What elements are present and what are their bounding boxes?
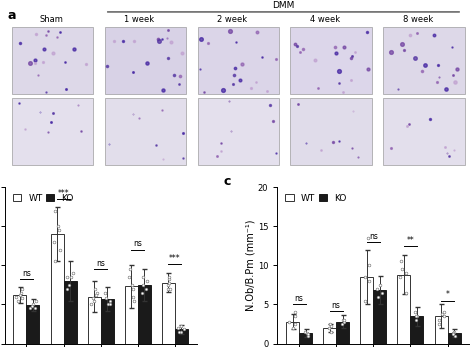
Text: ***: *** [169,254,181,263]
Bar [299,333,312,344]
Text: ns: ns [369,232,378,241]
Bar [64,281,77,344]
Bar [105,27,186,94]
Text: 4 week: 4 week [310,15,340,24]
Bar [323,328,336,344]
Bar [175,329,188,344]
Bar [198,27,279,94]
Bar [12,98,93,165]
Bar [435,316,447,344]
Bar [291,98,372,165]
Bar [360,277,374,344]
Bar [198,98,279,165]
Legend: WT, KO: WT, KO [282,190,350,206]
Text: 8 week: 8 week [403,15,433,24]
Bar [100,299,114,344]
Bar [138,285,151,344]
Bar [410,316,423,344]
Text: ns: ns [133,239,142,248]
Text: ***: *** [58,189,69,198]
Bar [447,333,461,344]
Bar [291,27,372,94]
Bar [383,98,465,165]
Bar [27,305,39,344]
Y-axis label: N.Ob/B.Pm (mm⁻¹): N.Ob/B.Pm (mm⁻¹) [245,220,255,311]
Text: Sham: Sham [39,15,63,24]
Text: **: ** [407,236,414,245]
Text: c: c [224,175,231,188]
Text: 2 week: 2 week [217,15,247,24]
Bar [336,322,349,344]
Legend: WT, KO: WT, KO [9,190,77,206]
Text: ns: ns [22,269,31,278]
Bar [12,27,93,94]
Text: ns: ns [332,301,341,310]
Text: *: * [446,290,449,299]
Bar [286,322,299,344]
Bar [105,98,186,165]
Bar [374,290,386,344]
Bar [397,275,410,344]
Bar [125,286,138,344]
Bar [88,297,100,344]
Bar [51,234,64,344]
Text: 1 week: 1 week [124,15,155,24]
Text: a: a [7,9,16,22]
Bar [13,295,27,344]
Bar [162,282,175,344]
Text: ns: ns [96,259,105,268]
Text: ns: ns [295,294,303,303]
Text: DMM: DMM [272,1,295,10]
Bar [383,27,465,94]
